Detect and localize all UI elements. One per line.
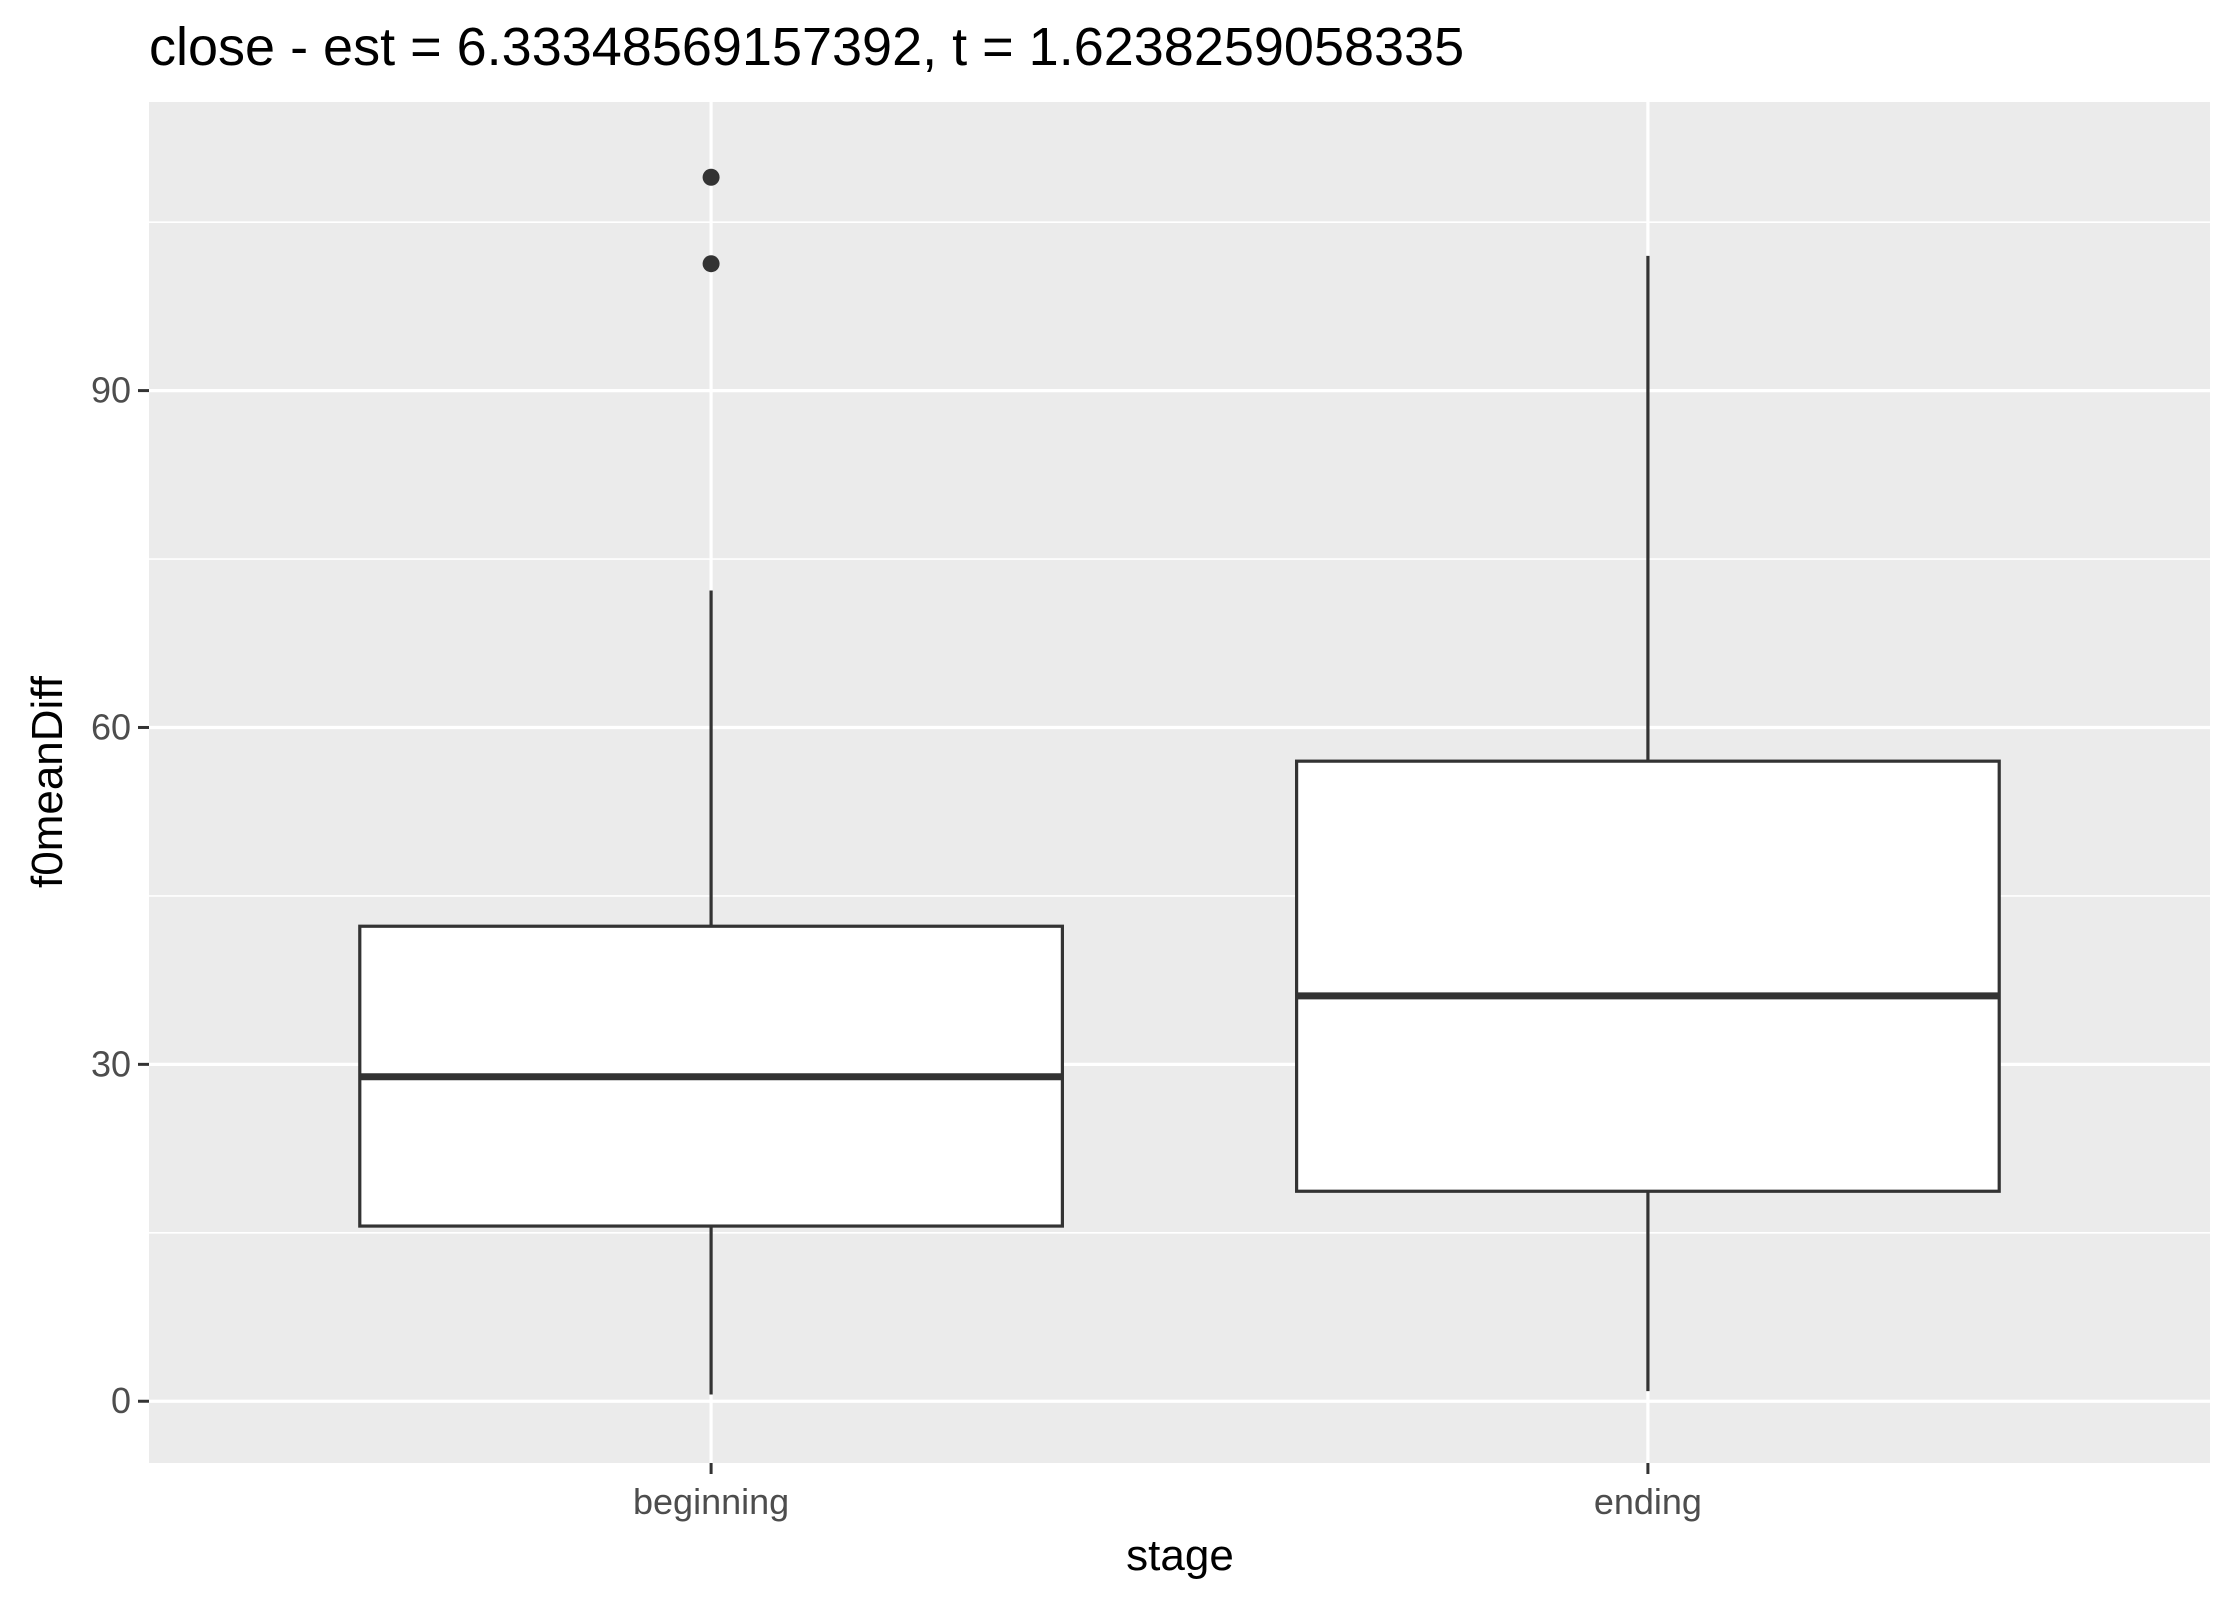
y-tick-label: 60 [91, 706, 131, 747]
y-tick-label: 0 [111, 1380, 131, 1421]
x-axis: beginning ending [633, 1463, 1702, 1522]
box-beginning [358, 168, 1064, 1395]
x-axis-title: stage [1126, 1531, 1234, 1580]
box-iqr [1295, 759, 2001, 1193]
boxes [358, 168, 2001, 1395]
minor-gridlines [149, 221, 2210, 1234]
y-axis: 0 30 60 90 [91, 370, 149, 1421]
outlier-point [702, 168, 720, 186]
x-tick-label: beginning [633, 1481, 789, 1522]
y-axis-title: f0meanDiff [23, 675, 72, 888]
y-tick-label: 30 [91, 1043, 131, 1084]
outlier-point [702, 255, 720, 273]
chart-title: close - est = 6.33348569157392, t = 1.62… [149, 17, 1464, 77]
box-ending [1295, 255, 2001, 1392]
x-tick-label: ending [1594, 1481, 1702, 1522]
y-tick-label: 90 [91, 370, 131, 411]
